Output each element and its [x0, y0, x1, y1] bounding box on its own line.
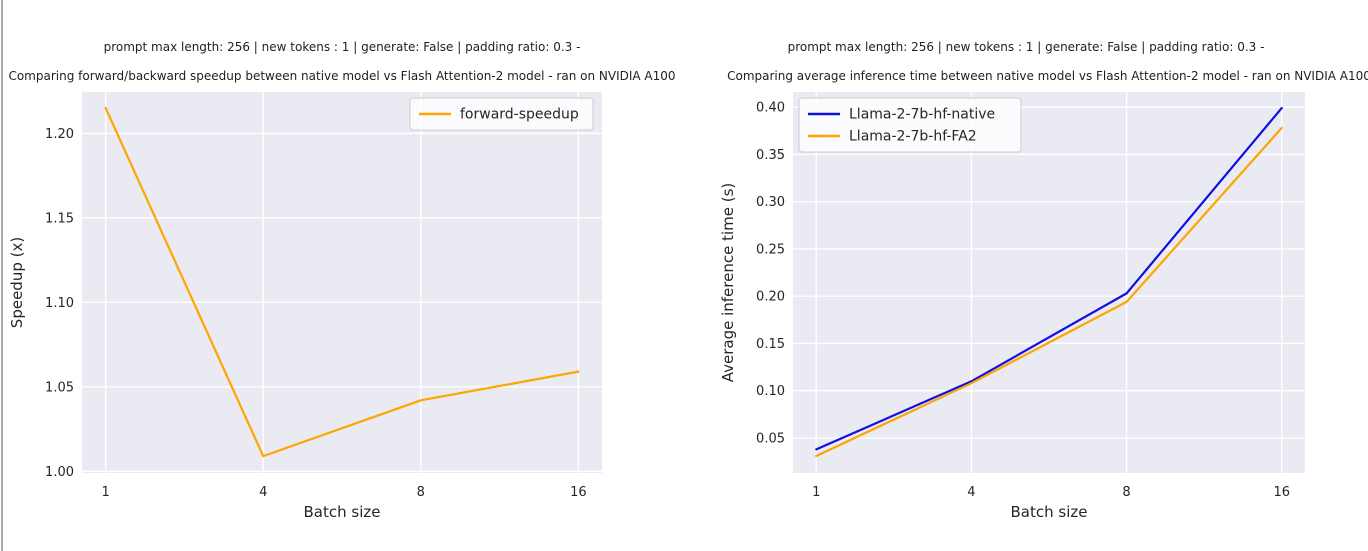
x-tick-label: 1 [812, 485, 820, 500]
legend-label: Llama-2-7b-hf-native [849, 107, 995, 123]
legend-box [409, 97, 594, 131]
y-tick-label: 0.15 [756, 337, 785, 352]
plot-area [793, 92, 1305, 473]
figure-forward-speedup: prompt max length: 256 | new tokens : 1 … [8, 40, 676, 521]
plot-area [82, 92, 602, 473]
series-line-Llama-2-7b-hf-native [815, 106, 1283, 451]
figure-inference-time: prompt max length: 256 | new tokens : 1 … [684, 0, 1368, 551]
y-tick-label: 0.25 [756, 242, 785, 257]
x-tick-label: 1 [101, 485, 109, 500]
chart-title-right: Comparing average inference time between… [727, 69, 1368, 83]
series-line-Llama-2-7b-hf-FA2 [815, 126, 1283, 458]
y-tick-label: 0.05 [756, 432, 785, 447]
y-tick-label: 1.00 [45, 465, 74, 480]
y-axis-label: Average inference time (s) [719, 183, 737, 383]
x-tick-label: 4 [967, 485, 975, 500]
x-tick-label: 8 [1122, 485, 1130, 500]
forward-speedup-chart: 1.00 1.05 1.10 1.15 1.20 1 4 8 16 Batch size Speed… [8, 92, 602, 521]
x-tick-label: 8 [417, 485, 425, 500]
x-axis-label: Batch size [304, 503, 381, 521]
x-tick-label: 16 [570, 485, 587, 500]
legend-label: forward-speedup [460, 107, 579, 123]
y-tick-label: 0.40 [756, 101, 785, 116]
inference-time-chart: 0.05 0.10 0.15 0.20 0.25 0.30 0.35 0.40 1 4 8 16 Bat… [719, 92, 1305, 521]
series-line-forward-speedup [104, 106, 580, 458]
y-tick-label: 0.30 [756, 195, 785, 210]
y-tick-label: 1.20 [45, 127, 74, 142]
x-tick-label: 4 [259, 485, 267, 500]
y-tick-label: 0.35 [756, 148, 785, 163]
suptitle-left: prompt max length: 256 | new tokens : 1 … [103, 40, 581, 54]
y-tick-label: 1.05 [45, 380, 74, 395]
suptitle-right: prompt max length: 256 | new tokens : 1 … [787, 40, 1265, 54]
y-tick-label: 1.10 [45, 296, 74, 311]
x-tick-label: 16 [1273, 485, 1290, 500]
y-tick-label: 0.10 [756, 384, 785, 399]
x-axis-label: Batch size [1011, 503, 1088, 521]
legend-label: Llama-2-7b-hf-FA2 [849, 129, 977, 145]
y-tick-label: 0.20 [756, 290, 785, 305]
window-left-border [1, 0, 3, 551]
chart-title-left: Comparing forward/backward speedup betwe… [8, 69, 676, 83]
y-axis-label: Speedup (x) [8, 237, 26, 328]
legend-box [798, 97, 1022, 153]
y-tick-label: 1.15 [45, 211, 74, 226]
